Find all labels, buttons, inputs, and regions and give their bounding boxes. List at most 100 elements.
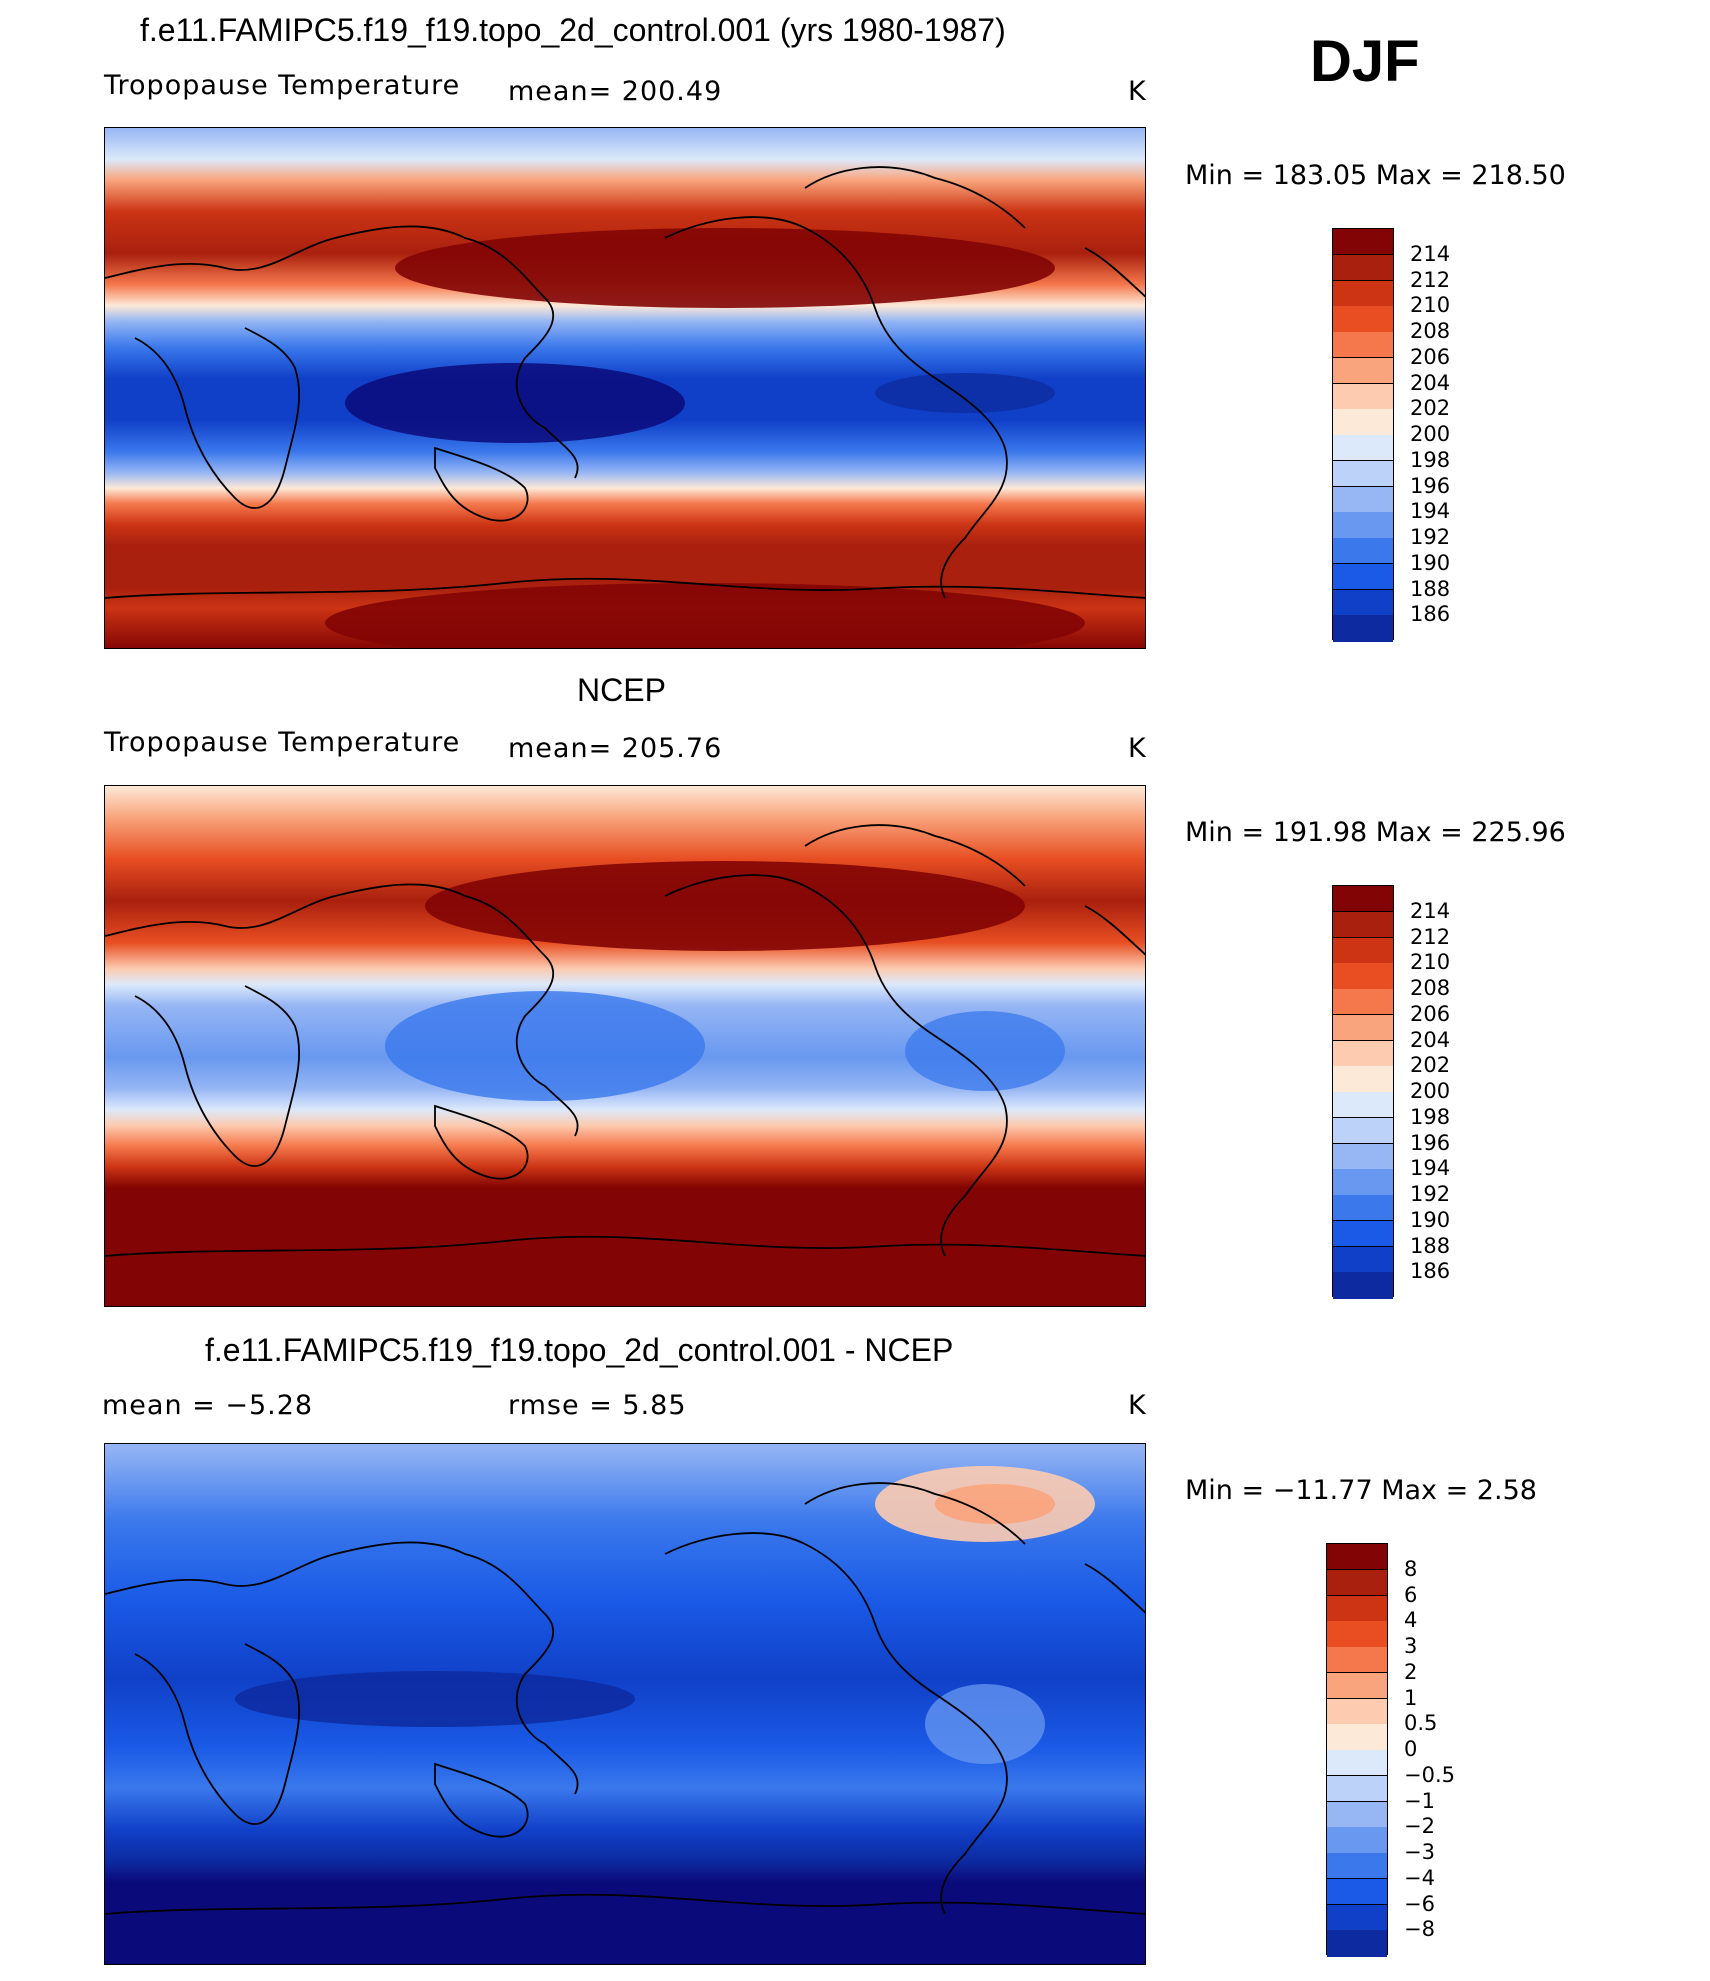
panel-obs-minmax: Min = 191.98 Max = 225.96 xyxy=(1185,817,1566,848)
colorbar-obs-frame xyxy=(1332,885,1394,1299)
panel-diff-minmax: Min = −11.77 Max = 2.58 xyxy=(1185,1475,1537,1506)
colorbar-tick-label: −1 xyxy=(1404,1788,1435,1813)
colorbar-swatch xyxy=(1333,1014,1393,1041)
colorbar-tick-label: 202 xyxy=(1410,1053,1451,1078)
colorbar-swatch xyxy=(1327,1853,1387,1880)
colorbar-swatch xyxy=(1327,1801,1387,1828)
panel-diff-mean: mean = −5.28 xyxy=(102,1390,314,1421)
colorbar-diff-frame xyxy=(1326,1543,1388,1957)
colorbar-diff: 8 6 4 3 2 1 0.5 0 −0.5 −1 −2 −3 −4 −6 −8 xyxy=(1326,1543,1455,1957)
colorbar-swatch xyxy=(1333,383,1393,410)
colorbar-tick-label: 204 xyxy=(1410,1027,1451,1052)
colorbar-tick-label: 1 xyxy=(1404,1685,1418,1710)
colorbar-tick-label: 0 xyxy=(1404,1737,1418,1761)
map-obs xyxy=(104,785,1146,1307)
colorbar-tick-label: 190 xyxy=(1410,1207,1451,1232)
panel-model-variable-label: Tropopause Temperature xyxy=(104,70,461,101)
colorbar-swatch xyxy=(1333,589,1393,616)
colorbar-swatch xyxy=(1327,1595,1387,1622)
colorbar-swatch xyxy=(1333,460,1393,487)
colorbar-tick-label: 6 xyxy=(1404,1582,1418,1607)
colorbar-swatch xyxy=(1333,563,1393,590)
colorbar-tick-label: 212 xyxy=(1410,924,1451,949)
colorbar-tick-label: 192 xyxy=(1410,525,1451,549)
diff-cold-anomaly-tropics xyxy=(235,1671,635,1727)
colorbar-tick-label: 194 xyxy=(1410,499,1451,524)
colorbar-tick-label: 2 xyxy=(1404,1659,1418,1684)
colorbar-tick-label: 188 xyxy=(1410,576,1451,601)
colorbar-swatch xyxy=(1333,435,1393,462)
colorbar-swatch xyxy=(1327,1647,1387,1674)
obs-coastlines xyxy=(105,824,1145,1257)
panel-model-minmax: Min = 183.05 Max = 218.50 xyxy=(1185,160,1566,191)
colorbar-tick-label: 214 xyxy=(1410,241,1451,266)
colorbar-tick-label: 186 xyxy=(1410,602,1451,627)
colorbar-swatch xyxy=(1327,1827,1387,1854)
colorbar-tick-label: 208 xyxy=(1410,976,1451,1000)
colorbar-swatch xyxy=(1327,1775,1387,1802)
colorbar-swatch xyxy=(1333,1092,1393,1119)
colorbar-swatch xyxy=(1333,911,1393,938)
colorbar-model-frame xyxy=(1332,228,1394,642)
colorbar-swatch xyxy=(1333,1195,1393,1222)
colorbar-swatch xyxy=(1333,486,1393,513)
colorbar-tick-label: 4 xyxy=(1404,1608,1418,1633)
colorbar-swatch xyxy=(1333,538,1393,565)
map-model xyxy=(104,127,1146,649)
colorbar-swatch xyxy=(1333,963,1393,990)
colorbar-tick-label: −2 xyxy=(1404,1814,1435,1839)
colorbar-swatch xyxy=(1333,306,1393,333)
diff-warm-anomaly-north-america-core xyxy=(935,1484,1055,1524)
colorbar-swatch xyxy=(1327,1698,1387,1725)
colorbar-tick-label: −8 xyxy=(1404,1917,1435,1942)
colorbar-swatch xyxy=(1327,1724,1387,1751)
panel-obs-mean: mean= 205.76 xyxy=(508,733,723,764)
colorbar-tick-label: 3 xyxy=(1404,1634,1418,1658)
colorbar-swatch xyxy=(1333,989,1393,1016)
colorbar-tick-label: −4 xyxy=(1404,1865,1435,1890)
obs-warm-midlat-core xyxy=(425,861,1025,951)
colorbar-swatch xyxy=(1327,1672,1387,1699)
colorbar-tick-label: 206 xyxy=(1410,1001,1451,1026)
colorbar-tick-label: 200 xyxy=(1410,1079,1451,1103)
colorbar-tick-label: 210 xyxy=(1410,293,1451,318)
panel-obs-title: NCEP xyxy=(577,672,666,708)
colorbar-swatch xyxy=(1333,1220,1393,1247)
colorbar-swatch xyxy=(1333,512,1393,539)
panel-diff-title: f.e11.FAMIPC5.f19_f19.topo_2d_control.00… xyxy=(205,1332,954,1368)
colorbar-swatch xyxy=(1333,1066,1393,1093)
colorbar-tick-label: 190 xyxy=(1410,550,1451,575)
colorbar-tick-label: 196 xyxy=(1410,1130,1451,1155)
colorbar-swatch xyxy=(1333,229,1393,256)
colorbar-tick-label: 186 xyxy=(1410,1259,1451,1284)
panel-model-title: f.e11.FAMIPC5.f19_f19.topo_2d_control.00… xyxy=(140,12,1006,48)
colorbar-swatch xyxy=(1333,280,1393,307)
colorbar-swatch xyxy=(1333,886,1393,913)
colorbar-tick-label: 8 xyxy=(1404,1556,1418,1581)
season-label: DJF xyxy=(1310,29,1420,94)
colorbar-swatch xyxy=(1333,615,1393,642)
diff-coastlines xyxy=(105,1482,1145,1915)
colorbar-tick-label: 204 xyxy=(1410,370,1451,395)
colorbar-tick-label: 0.5 xyxy=(1404,1711,1438,1736)
colorbar-swatch xyxy=(1333,409,1393,436)
colorbar-swatch xyxy=(1327,1930,1387,1957)
colorbar-tick-label: 198 xyxy=(1410,1104,1451,1129)
colorbar-tick-label: −6 xyxy=(1404,1891,1435,1916)
colorbar-tick-label: 206 xyxy=(1410,344,1451,369)
model-coastlines xyxy=(105,166,1145,599)
panel-diff-rmse: rmse = 5.85 xyxy=(508,1390,687,1421)
colorbar-swatch xyxy=(1333,1246,1393,1273)
colorbar-tick-label: 192 xyxy=(1410,1182,1451,1206)
panel-model-mean: mean= 200.49 xyxy=(508,76,723,107)
colorbar-swatch xyxy=(1333,357,1393,384)
colorbar-tick-label: 214 xyxy=(1410,898,1451,923)
colorbar-tick-label: 202 xyxy=(1410,396,1451,421)
colorbar-swatch xyxy=(1327,1621,1387,1648)
colorbar-tick-label: 188 xyxy=(1410,1233,1451,1258)
obs-cold-pool-west-pacific xyxy=(385,991,705,1101)
diff-light-anomaly-south-america xyxy=(925,1684,1045,1764)
model-cold-tropics-core xyxy=(345,363,685,443)
colorbar-swatch xyxy=(1333,332,1393,359)
colorbar-swatch xyxy=(1333,1040,1393,1067)
